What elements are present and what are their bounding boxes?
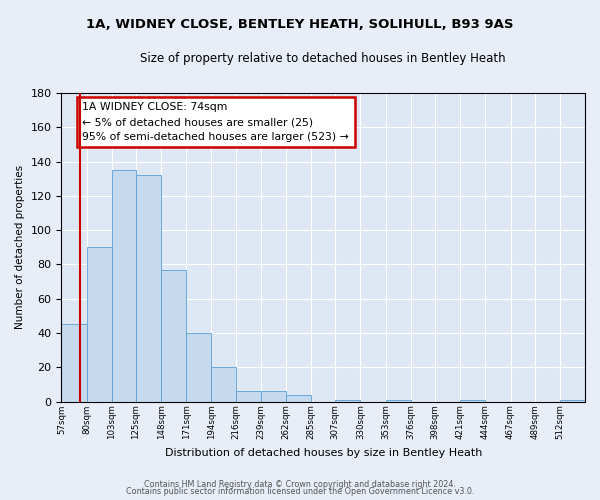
Bar [460,400,485,402]
Bar [286,394,311,402]
Text: 1A, WIDNEY CLOSE, BENTLEY HEATH, SOLIHULL, B93 9AS: 1A, WIDNEY CLOSE, BENTLEY HEATH, SOLIHUL… [86,18,514,30]
Bar [161,270,186,402]
Bar [211,367,236,402]
Text: Contains HM Land Registry data © Crown copyright and database right 2024.: Contains HM Land Registry data © Crown c… [144,480,456,489]
Bar [86,248,112,402]
Bar [386,400,411,402]
X-axis label: Distribution of detached houses by size in Bentley Heath: Distribution of detached houses by size … [164,448,482,458]
Bar [261,391,286,402]
Bar [236,391,261,402]
Bar [186,333,211,402]
Bar [136,176,161,402]
Y-axis label: Number of detached properties: Number of detached properties [15,165,25,330]
Text: 1A WIDNEY CLOSE: 74sqm
← 5% of detached houses are smaller (25)
95% of semi-deta: 1A WIDNEY CLOSE: 74sqm ← 5% of detached … [82,102,349,142]
Bar [335,400,361,402]
Text: Contains public sector information licensed under the Open Government Licence v3: Contains public sector information licen… [126,487,474,496]
Bar [560,400,585,402]
Bar [112,170,136,402]
Bar [61,324,86,402]
Title: Size of property relative to detached houses in Bentley Heath: Size of property relative to detached ho… [140,52,506,66]
